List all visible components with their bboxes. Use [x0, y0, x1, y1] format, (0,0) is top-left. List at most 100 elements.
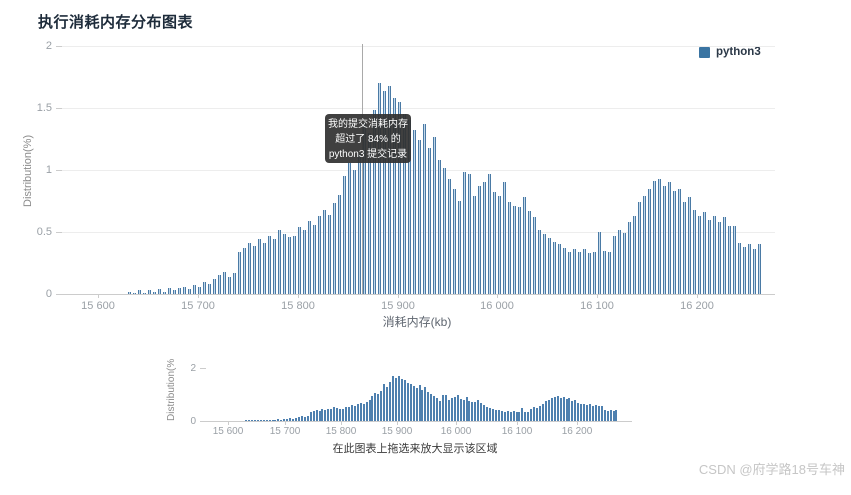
- bar[interactable]: [343, 176, 346, 294]
- legend-item-python3[interactable]: python3: [699, 46, 761, 58]
- bar[interactable]: [153, 292, 156, 294]
- bar[interactable]: [288, 237, 291, 294]
- bar[interactable]: [723, 217, 726, 294]
- bar[interactable]: [523, 197, 526, 294]
- bar[interactable]: [633, 216, 636, 294]
- bar[interactable]: [178, 288, 181, 294]
- main-chart[interactable]: 2 1.5 1 0.5 0 15 600 15 700 15 800 15 900 16 000 1…: [0, 0, 851, 340]
- bar[interactable]: [283, 234, 286, 294]
- bar[interactable]: [413, 130, 416, 294]
- bar[interactable]: [423, 124, 426, 294]
- bar[interactable]: [623, 233, 626, 294]
- bar[interactable]: [728, 226, 731, 294]
- bar[interactable]: [668, 182, 671, 294]
- bar[interactable]: [508, 202, 511, 294]
- bar[interactable]: [443, 168, 446, 294]
- bar[interactable]: [128, 292, 131, 294]
- bar[interactable]: [243, 248, 246, 294]
- bar[interactable]: [278, 230, 281, 294]
- bar[interactable]: [703, 212, 706, 294]
- bar[interactable]: [618, 230, 621, 294]
- bar[interactable]: [293, 236, 296, 294]
- bar[interactable]: [688, 197, 691, 294]
- bar[interactable]: [613, 236, 616, 294]
- bar[interactable]: [173, 290, 176, 294]
- bar[interactable]: [753, 249, 756, 294]
- bar[interactable]: [713, 216, 716, 294]
- bar[interactable]: [628, 222, 631, 294]
- bar[interactable]: [473, 196, 476, 294]
- bar[interactable]: [168, 288, 171, 294]
- bar[interactable]: [248, 243, 251, 294]
- bar[interactable]: [303, 230, 306, 294]
- bar[interactable]: [313, 225, 316, 294]
- bar[interactable]: [478, 186, 481, 294]
- bar[interactable]: [298, 227, 301, 294]
- bar[interactable]: [308, 221, 311, 294]
- bar[interactable]: [433, 137, 436, 294]
- bar[interactable]: [743, 247, 746, 294]
- bar[interactable]: [683, 202, 686, 294]
- bar[interactable]: [323, 210, 326, 294]
- bar[interactable]: [513, 206, 516, 294]
- bar[interactable]: [593, 252, 596, 294]
- bar[interactable]: [538, 230, 541, 294]
- bar[interactable]: [483, 182, 486, 294]
- bar[interactable]: [503, 182, 506, 294]
- bar[interactable]: [358, 153, 361, 294]
- bar[interactable]: [268, 236, 271, 294]
- bar[interactable]: [568, 252, 571, 294]
- bar[interactable]: [158, 289, 161, 294]
- bar[interactable]: [213, 279, 216, 294]
- bar[interactable]: [493, 192, 496, 294]
- bar[interactable]: [558, 244, 561, 294]
- bar[interactable]: [733, 226, 736, 294]
- bar[interactable]: [338, 195, 341, 294]
- bar[interactable]: [533, 217, 536, 294]
- bar[interactable]: [228, 277, 231, 294]
- bar[interactable]: [403, 114, 406, 294]
- bar[interactable]: [488, 174, 491, 294]
- bar[interactable]: [258, 239, 261, 294]
- bar[interactable]: [463, 172, 466, 294]
- bar[interactable]: [718, 222, 721, 294]
- bar[interactable]: [428, 148, 431, 294]
- bar[interactable]: [578, 252, 581, 294]
- bar[interactable]: [603, 251, 606, 294]
- bar[interactable]: [643, 196, 646, 294]
- bar[interactable]: [563, 248, 566, 294]
- bar[interactable]: [453, 189, 456, 294]
- bar[interactable]: [273, 239, 276, 294]
- bar[interactable]: [188, 289, 191, 294]
- bar[interactable]: [193, 285, 196, 294]
- bar[interactable]: [253, 246, 256, 294]
- bar[interactable]: [223, 272, 226, 294]
- bar[interactable]: [588, 253, 591, 294]
- bar[interactable]: [583, 249, 586, 294]
- bar[interactable]: [378, 83, 381, 294]
- bar[interactable]: [198, 287, 201, 294]
- bar[interactable]: [553, 242, 556, 294]
- bar[interactable]: [183, 287, 186, 294]
- bar[interactable]: [353, 170, 356, 294]
- bar[interactable]: [208, 284, 211, 294]
- bar[interactable]: [738, 243, 741, 294]
- bar[interactable]: [238, 252, 241, 294]
- bar[interactable]: [498, 196, 501, 294]
- bar[interactable]: [693, 210, 696, 294]
- bar[interactable]: [418, 140, 421, 294]
- bar[interactable]: [218, 275, 221, 294]
- bar[interactable]: [203, 282, 206, 294]
- bar[interactable]: [638, 202, 641, 294]
- bar[interactable]: [383, 91, 386, 294]
- bar[interactable]: [368, 133, 371, 294]
- bar[interactable]: [468, 174, 471, 294]
- bar[interactable]: [548, 238, 551, 294]
- bar[interactable]: [328, 215, 331, 294]
- bar[interactable]: [438, 160, 441, 294]
- bar[interactable]: [598, 232, 601, 294]
- bar[interactable]: [518, 207, 521, 294]
- bar[interactable]: [143, 293, 146, 294]
- bar[interactable]: [333, 203, 336, 294]
- bar[interactable]: [148, 290, 151, 294]
